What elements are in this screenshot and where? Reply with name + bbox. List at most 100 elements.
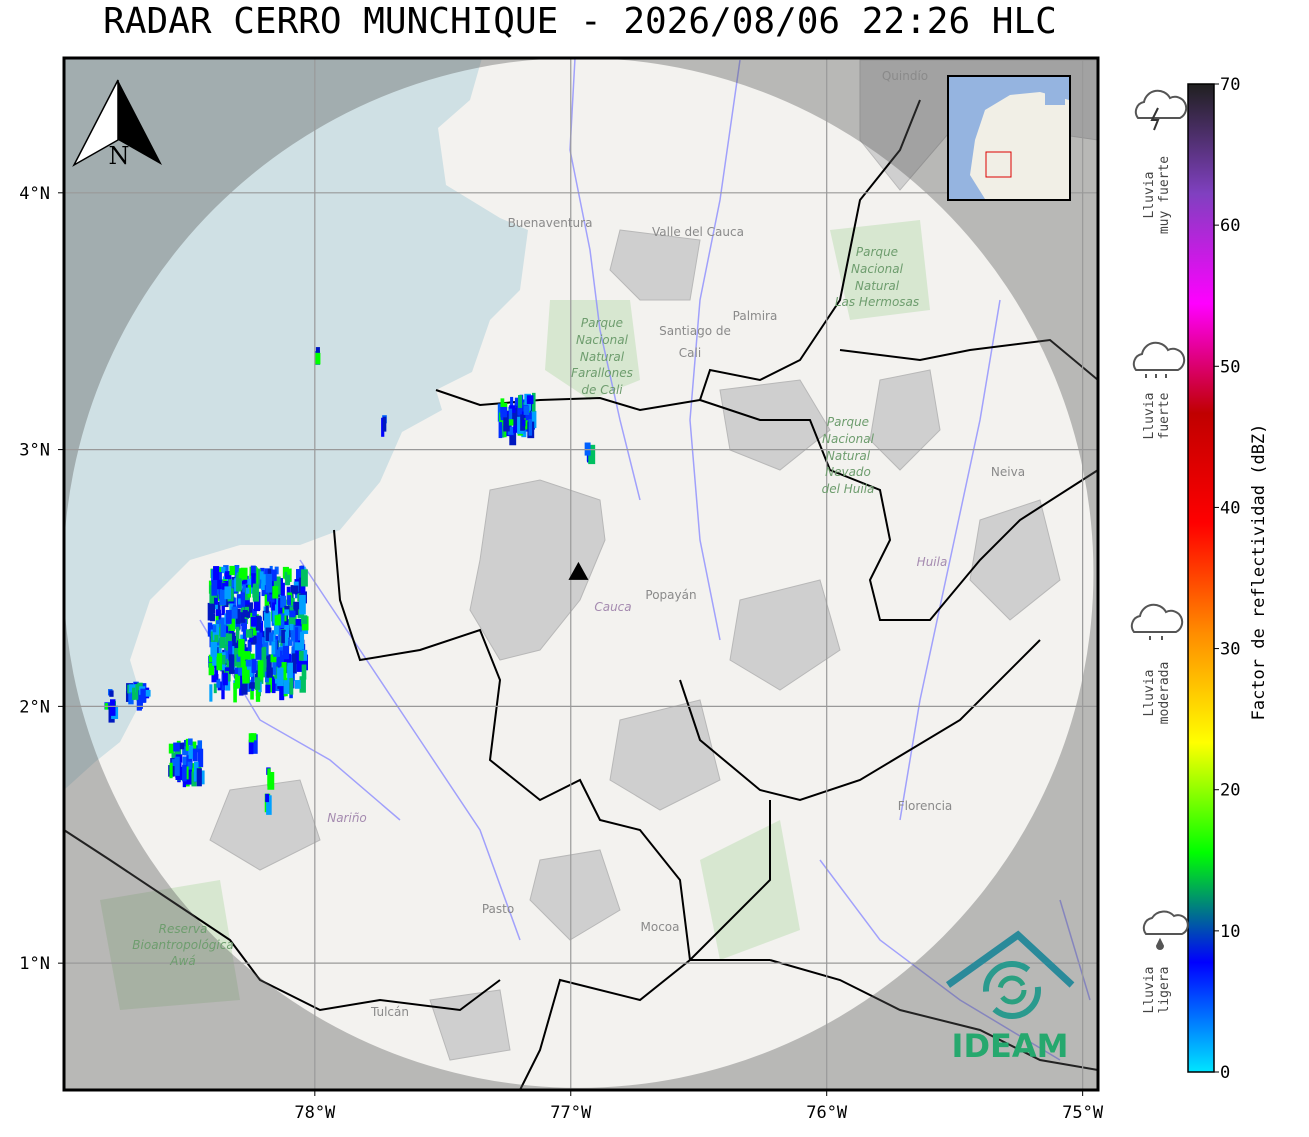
logo-text: IDEAM xyxy=(952,1027,1069,1065)
colorbar-tick-label: 50 xyxy=(1220,357,1240,377)
radar-echo xyxy=(255,643,262,660)
radar-echo xyxy=(265,627,272,642)
ocean xyxy=(64,58,528,790)
map-label: Nariño xyxy=(327,811,367,825)
radar-echo xyxy=(224,586,231,600)
radar-echo xyxy=(289,677,294,695)
radar-echo xyxy=(245,587,250,594)
x-tick-label: 76°W xyxy=(806,1103,848,1123)
radar-echo xyxy=(265,605,269,614)
radar-echo xyxy=(283,680,291,694)
radar-echo xyxy=(279,683,285,701)
radar-echo xyxy=(236,654,241,662)
radar-echo xyxy=(186,754,193,769)
map-label: Nacional xyxy=(576,333,629,347)
radar-echo xyxy=(272,661,277,675)
radar-echo xyxy=(298,650,304,661)
radar-echo xyxy=(508,408,513,421)
radar-echo xyxy=(110,699,116,716)
radar-echo xyxy=(252,608,257,617)
map-label: Pasto xyxy=(482,902,514,916)
map-labels: Quindío Buenaventura Valle del Cauca San… xyxy=(132,69,1025,1019)
radar-echo xyxy=(507,426,513,435)
radar-echo xyxy=(187,761,192,770)
rain-label: Lluvia xyxy=(1142,670,1157,717)
radar-echo xyxy=(301,615,308,625)
relief-areas xyxy=(209,59,1098,1061)
rain-label: ligera xyxy=(1157,967,1172,1014)
map-label: Santiago de xyxy=(659,324,731,338)
radar-echo xyxy=(509,405,516,413)
rain-label: Lluvia xyxy=(1142,967,1157,1014)
radar-echo xyxy=(293,601,300,610)
radar-echo xyxy=(291,653,297,674)
radar-echo xyxy=(266,667,273,678)
map-label: Valle del Cauca xyxy=(652,225,744,239)
radar-echo xyxy=(262,637,269,656)
radar-echo xyxy=(173,742,180,752)
map-label: de Cali xyxy=(581,383,623,397)
radar-echo xyxy=(208,654,214,663)
radar-echo xyxy=(246,664,253,677)
radar-echo xyxy=(513,422,518,433)
radar-echo xyxy=(251,573,256,588)
radar-echo xyxy=(225,609,232,624)
radar-echo xyxy=(242,628,247,642)
radar-echo xyxy=(188,745,194,759)
radar-echo xyxy=(216,620,220,628)
radar-echo xyxy=(217,681,224,691)
radar-echo xyxy=(243,575,249,586)
map-label: Mocoa xyxy=(641,920,680,934)
radar-echo xyxy=(221,655,226,662)
radar-echo xyxy=(382,416,387,432)
radar-echo xyxy=(528,419,533,436)
radar-echo xyxy=(169,762,173,779)
radar-echo xyxy=(270,569,277,582)
radar-echo xyxy=(243,596,250,605)
radar-echo xyxy=(267,771,275,790)
radar-echo xyxy=(216,653,223,671)
radar-echo xyxy=(271,676,276,694)
map-label: Parque xyxy=(581,316,623,330)
radar-echo xyxy=(209,684,213,702)
map-label: Natural xyxy=(826,449,871,463)
radar-echo xyxy=(531,410,537,429)
radar-site xyxy=(568,561,589,580)
radar-echo xyxy=(237,598,243,605)
radar-echo xyxy=(301,664,307,680)
radar-echo xyxy=(273,649,281,657)
map-label: Florencia xyxy=(898,799,953,813)
radar-echo xyxy=(501,425,505,438)
radar-echo xyxy=(216,678,221,688)
radar-echo xyxy=(250,565,256,576)
radar-echo xyxy=(239,650,246,665)
y-tick-label: 3°N xyxy=(19,441,50,461)
radar-echo xyxy=(219,636,226,649)
map-label: Natural xyxy=(855,279,900,293)
map: Quindío Buenaventura Valle del Cauca San… xyxy=(64,58,1098,1090)
rain-label: Lluvia xyxy=(1142,393,1157,440)
colorbar-label: Factor de reflectividad (dBZ) xyxy=(1249,424,1269,721)
map-label: Popayán xyxy=(645,588,696,602)
radar-echo xyxy=(219,586,227,606)
radar-echo xyxy=(280,595,287,608)
radar-echo xyxy=(174,743,182,761)
radar-echo xyxy=(250,734,258,754)
radar-echo xyxy=(272,586,279,599)
radar-echo xyxy=(217,613,222,626)
radar-echo xyxy=(270,654,277,663)
map-label: Reserva xyxy=(159,922,208,936)
radar-echo xyxy=(239,577,246,587)
radar-echo xyxy=(242,610,248,618)
radar-echo xyxy=(207,622,213,637)
map-label: Farallones xyxy=(571,366,633,380)
radar-echo xyxy=(210,641,217,657)
radar-echo xyxy=(271,602,275,611)
radar-echo xyxy=(238,638,245,657)
radar-echo xyxy=(248,739,254,755)
radar-echo xyxy=(301,569,308,587)
map-frame xyxy=(62,56,1100,1092)
radar-echo xyxy=(285,639,293,646)
radar-echo xyxy=(229,565,235,576)
radar-echo xyxy=(284,609,290,616)
